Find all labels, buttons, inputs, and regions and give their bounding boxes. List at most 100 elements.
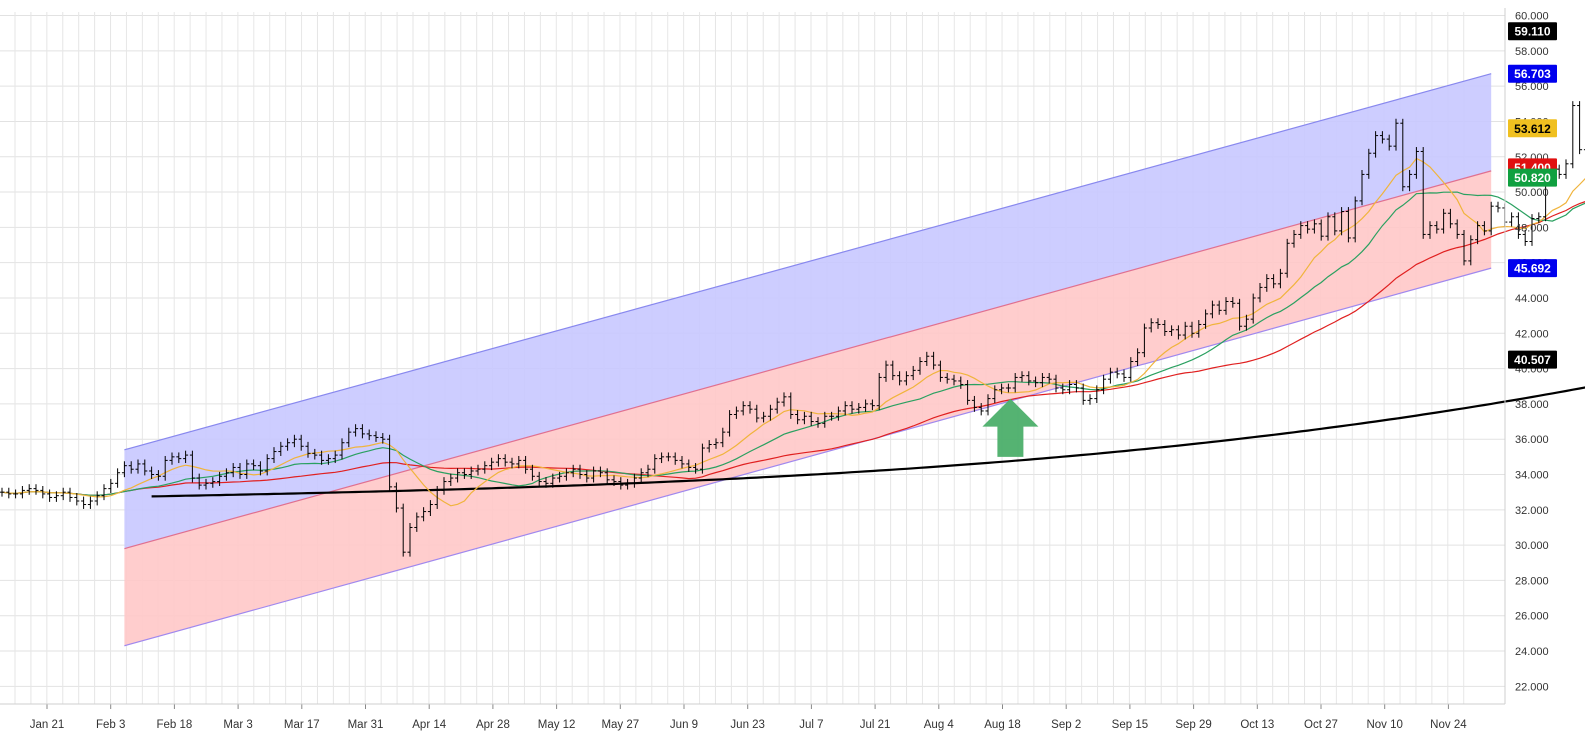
y-tick-label: 34.000 (1515, 470, 1549, 482)
price-bar (427, 500, 433, 516)
price-bar (67, 487, 73, 502)
price-bar (489, 457, 495, 471)
price-bar (1128, 357, 1134, 382)
price-bar (822, 411, 828, 428)
y-tick-label: 60.000 (1515, 11, 1549, 23)
x-tick-label: Feb 3 (96, 719, 125, 731)
price-bar (1135, 348, 1141, 366)
price-bar (788, 392, 794, 419)
price-bar (1223, 297, 1229, 315)
y-tick-label: 26.000 (1515, 611, 1549, 623)
price-bar (1461, 230, 1467, 266)
price-bar (13, 489, 19, 499)
price-bar (183, 450, 189, 464)
price-bar (434, 485, 440, 509)
sma-200-line (151, 386, 1585, 498)
y-tick-label: 48.000 (1515, 222, 1549, 234)
price-bar (686, 459, 692, 472)
price-bar (897, 371, 903, 386)
price-bar (387, 434, 393, 492)
price-bar (1277, 268, 1283, 289)
price-bar (951, 374, 957, 386)
price-bar (965, 380, 971, 405)
price-bar (217, 471, 223, 486)
price-bar (1243, 314, 1249, 331)
price-bar (557, 471, 563, 483)
price-bar (149, 466, 155, 479)
price-bar (94, 491, 100, 506)
x-tick-label: Jul 21 (860, 719, 891, 731)
price-bar (931, 351, 937, 370)
price-bar (1114, 367, 1120, 379)
price-bar (203, 478, 209, 490)
price-bar (1325, 212, 1331, 241)
y-tick-label: 24.000 (1515, 646, 1549, 658)
price-bar (1495, 201, 1501, 213)
price-bar (87, 496, 93, 509)
price-bar (801, 411, 807, 425)
sma-long-line (1, 201, 1585, 496)
sma-mid-line (1, 191, 1585, 496)
price-bar (754, 404, 760, 423)
x-tick-label: Sep 15 (1112, 719, 1148, 731)
price-bar (672, 452, 678, 465)
price-bar (1488, 201, 1494, 236)
price-bar (1033, 376, 1039, 388)
price-bar (1162, 320, 1168, 336)
price-bar (1026, 371, 1032, 386)
price-bar (421, 507, 427, 522)
price-bar (1060, 383, 1066, 395)
price-bar (468, 466, 474, 479)
price-bar (999, 383, 1005, 395)
price-bar (210, 477, 216, 488)
price-bar (319, 450, 325, 465)
x-tick-label: Jun 9 (670, 719, 698, 731)
price-bar (461, 468, 467, 479)
price-badge-box (1508, 22, 1557, 41)
price-bar (944, 373, 950, 384)
price-bar (856, 403, 862, 414)
y-tick-label: 50.000 (1515, 187, 1549, 199)
regression-channel (124, 73, 1492, 647)
price-bar (441, 477, 447, 495)
price-bar (169, 452, 175, 465)
price-bar (298, 434, 304, 451)
price-bar (414, 512, 420, 532)
price-bar (1305, 221, 1311, 234)
price-bar (325, 454, 331, 465)
price-bar (1400, 118, 1406, 192)
price-bar (1148, 318, 1154, 333)
price-bar (1141, 323, 1147, 358)
price-bar (53, 491, 59, 502)
price-bar (373, 431, 379, 442)
price-bar (883, 360, 889, 382)
price-bar (767, 404, 773, 421)
price-badge-label: 40.507 (1514, 353, 1551, 367)
price-bar (1379, 131, 1385, 144)
price-bar (713, 438, 719, 449)
price-bar (1257, 282, 1263, 303)
price-bar (1189, 321, 1195, 338)
x-tick-label: Apr 14 (412, 719, 446, 731)
price-bar (1284, 238, 1290, 278)
price-bar (1019, 371, 1025, 382)
price-bar (346, 427, 352, 448)
price-badge-label: 53.612 (1514, 122, 1551, 136)
price-bar (761, 411, 767, 423)
price-bar (223, 468, 229, 481)
price-bar (1046, 373, 1052, 384)
up-arrow-marker (982, 398, 1039, 457)
price-bar (1298, 221, 1304, 239)
axes: 22.000 24.000 26.000 28.000 30.000 32.000 34.0… (0, 8, 1549, 731)
price-bar (924, 351, 930, 366)
price-bar (1237, 298, 1243, 331)
price-bar (26, 484, 32, 495)
price-bar (1570, 101, 1576, 169)
price-bar (604, 468, 610, 485)
price-bar (1039, 373, 1045, 388)
y-tick-label: 28.000 (1515, 575, 1549, 587)
price-bar (774, 397, 780, 414)
price-bar (121, 461, 127, 478)
price-bar (706, 440, 712, 453)
